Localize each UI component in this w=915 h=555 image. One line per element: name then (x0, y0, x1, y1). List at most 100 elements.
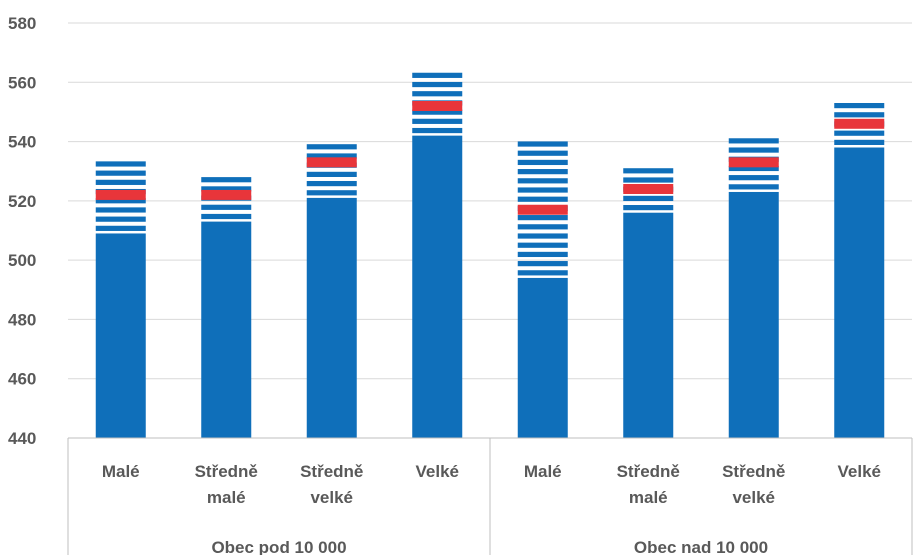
mean-marker (517, 204, 568, 215)
range-stripe (517, 233, 568, 239)
range-stripe (95, 207, 146, 213)
y-tick-label: 460 (8, 370, 36, 389)
bars (95, 72, 885, 438)
range-stripe (728, 138, 779, 144)
bar-group (95, 161, 146, 438)
range-stripe (517, 169, 568, 175)
range-stripe (306, 180, 357, 187)
range-stripe (517, 224, 568, 230)
y-tick-label: 480 (8, 310, 36, 329)
bar (623, 212, 674, 438)
range-stripe (95, 161, 146, 167)
range-stripe (306, 171, 357, 177)
range-stripe (517, 178, 568, 184)
range-stripe (834, 139, 885, 145)
x-category-label: velké (732, 488, 775, 507)
bar (95, 233, 146, 438)
range-stripe (95, 170, 146, 176)
range-stripe (412, 72, 463, 78)
range-stripe (623, 195, 674, 202)
mean-marker (201, 189, 252, 200)
range-stripe (517, 242, 568, 248)
bar (517, 277, 568, 438)
x-category-label: Malé (102, 462, 140, 481)
bar-group (412, 72, 463, 438)
range-stripe (517, 251, 568, 258)
mean-marker (834, 118, 885, 129)
x-category-label: Malé (524, 462, 562, 481)
range-stripe (834, 103, 885, 109)
x-axis: Malé Středně malé Středně velké Velké Malé Stře… (67, 437, 913, 555)
range-stripe (834, 130, 885, 136)
mean-marker (306, 157, 357, 168)
bar-group (306, 144, 357, 438)
range-stripe (412, 81, 463, 88)
bar (412, 135, 463, 438)
range-stripe (517, 261, 568, 267)
range-stripe (623, 177, 674, 183)
x-category-label: malé (207, 488, 246, 507)
x-category-label: Středně (722, 462, 785, 481)
range-stripe (517, 215, 568, 221)
bar-group (623, 168, 674, 438)
x-category-label: Velké (416, 462, 460, 481)
range-stripe (95, 198, 146, 204)
range-stripe (728, 175, 779, 181)
range-stripe (623, 168, 674, 174)
x-category-label: Středně (300, 462, 363, 481)
y-tick-label: 500 (8, 251, 36, 270)
range-stripe (412, 118, 463, 124)
grid-lines (68, 22, 912, 380)
range-stripe (728, 147, 779, 153)
range-stripe (201, 204, 252, 210)
mean-marker (412, 101, 463, 111)
bar-group (728, 138, 779, 438)
y-tick-label: 440 (8, 429, 36, 448)
range-stripe (728, 184, 779, 190)
range-stripe (517, 187, 568, 193)
range-stripe (201, 177, 252, 183)
x-category-label: malé (629, 488, 668, 507)
x-category-label: velké (310, 488, 353, 507)
mean-marker (623, 184, 674, 194)
range-stripe (306, 144, 357, 150)
range-stripe (412, 91, 463, 97)
range-stripe (412, 109, 463, 115)
bar (728, 191, 779, 438)
range-stripe (517, 150, 568, 156)
range-stripe (201, 213, 252, 220)
bar-group (201, 177, 252, 438)
y-tick-label: 560 (8, 73, 36, 92)
range-stripe (412, 127, 463, 134)
group-label: Obec pod 10 000 (211, 538, 346, 555)
bar (834, 147, 885, 438)
range-stripe (306, 190, 357, 196)
group-label: Obec nad 10 000 (634, 538, 768, 555)
y-tick-label: 540 (8, 133, 36, 152)
range-stripe (95, 179, 146, 185)
range-stripe (95, 216, 146, 222)
y-axis-ticks: 440 460 480 500 520 540 560 580 (8, 14, 36, 448)
x-category-label: Velké (838, 462, 882, 481)
y-tick-label: 580 (8, 14, 36, 33)
range-stripe (306, 153, 357, 159)
y-tick-label: 520 (8, 192, 36, 211)
mean-marker (728, 157, 779, 168)
range-stripe (517, 270, 568, 276)
bar-group (517, 141, 568, 438)
range-stripe (517, 159, 568, 166)
bar (201, 221, 252, 438)
range-stripe (517, 141, 568, 147)
range-stripe (517, 196, 568, 202)
bar-group (834, 103, 885, 438)
range-stripe (95, 225, 146, 231)
range-stripe (201, 186, 252, 192)
x-category-label: Středně (617, 462, 680, 481)
bar (306, 197, 357, 438)
range-stripe (728, 165, 779, 172)
range-stripe (834, 112, 885, 118)
range-stripe (623, 205, 674, 211)
x-category-label: Středně (195, 462, 258, 481)
mean-marker (95, 189, 146, 200)
